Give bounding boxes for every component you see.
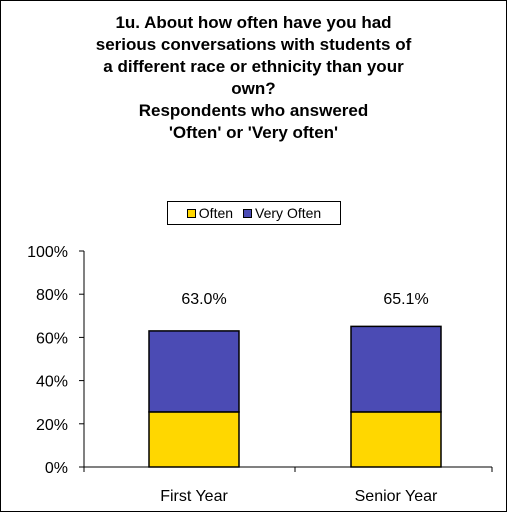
y-tick-label: 40% [36,374,68,391]
chart-title-line: 1u. About how often have you had [115,13,392,32]
chart-legend: Often Very Often [167,201,341,225]
y-tick-label: 20% [36,417,68,434]
chart-title-line: 'Often' or 'Very often' [168,123,339,142]
chart-title-line: own? [231,79,276,98]
bar-often [148,411,240,468]
chart-title-line: serious conversations with students of [95,35,412,54]
bar-very-often [350,325,442,413]
y-tick-label: 100% [27,244,68,261]
legend-label-often: Often [198,205,234,221]
chart-title-line: Respondents who answered [138,101,369,120]
y-tick-label: 0% [45,460,68,477]
legend-swatch-very-often [243,208,253,218]
bar-often [350,411,442,468]
y-tick-label: 60% [36,330,68,347]
legend-item-very-often: Very Often [243,205,321,221]
chart-title-line: a different race or ethnicity than your [103,57,404,76]
chart-title: 1u. About how often have you had serious… [0,12,507,144]
legend-label-very-often: Very Often [255,205,322,221]
data-label: 63.0% [181,291,226,308]
y-tick-label: 80% [36,287,68,304]
legend-swatch-often [186,208,196,218]
data-label: 65.1% [383,291,428,308]
x-tick-label: Senior Year [355,488,438,505]
legend-item-often: Often [186,205,234,221]
bar-very-often [148,330,240,413]
x-tick-label: First Year [160,488,228,505]
